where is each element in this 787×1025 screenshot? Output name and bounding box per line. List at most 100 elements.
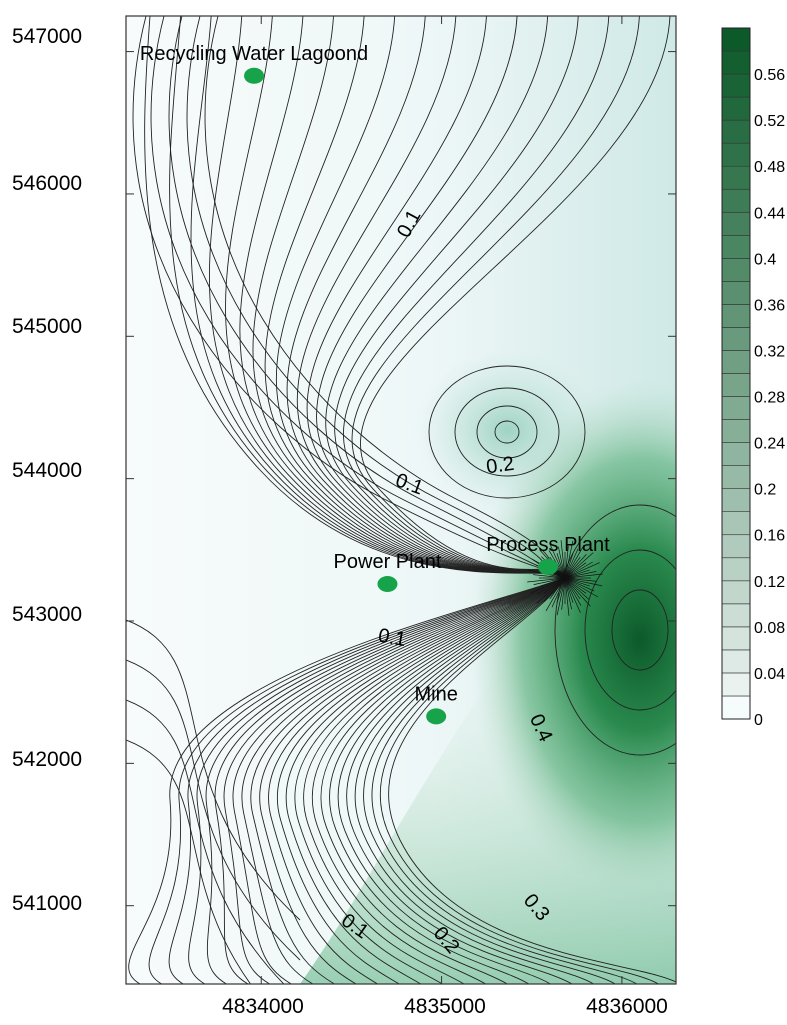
contour-fan-line <box>543 577 566 594</box>
contour-line <box>250 577 566 984</box>
sites: Recycling Water Lagoond Power Plant Proces… <box>140 43 610 725</box>
contour-line <box>354 577 594 984</box>
colorbar-tick-label: 0.56 <box>754 67 785 84</box>
colorbar-tick-label: 0.12 <box>754 574 785 591</box>
colorbar-tick-label: 0.16 <box>754 528 785 545</box>
contour-line <box>476 405 538 459</box>
tick-marks <box>126 16 676 984</box>
contour-fan-line <box>564 577 595 592</box>
contour-fan-line <box>564 548 579 579</box>
colorbar-swatch <box>721 672 751 697</box>
contour-fan-line <box>564 577 582 606</box>
x-tick-label: 4835000 <box>404 995 486 1018</box>
y-tick-label: 542000 <box>12 748 82 771</box>
contour-fan-line <box>540 577 566 587</box>
contour-fan-line <box>527 577 566 583</box>
site-label: Mine <box>414 683 457 705</box>
contour-fan-line <box>564 573 603 579</box>
contour-fan-line <box>558 546 566 579</box>
contour-line <box>168 16 566 579</box>
site-marker <box>377 575 398 592</box>
plot-frame <box>125 15 677 985</box>
contour-line <box>428 365 586 499</box>
field-depression <box>470 380 676 900</box>
contour-line <box>380 577 659 984</box>
colorbar-tick-label: 0.04 <box>754 666 785 683</box>
contour-fan-line <box>564 569 590 579</box>
contour-fan-line <box>556 577 566 603</box>
contour-line <box>259 577 566 984</box>
contour-line <box>611 589 669 671</box>
contour-line <box>232 577 566 984</box>
contour-line <box>214 577 566 984</box>
colorbar-tick-label: 0.08 <box>754 620 785 637</box>
site-label: Process Plant <box>486 534 610 556</box>
contour-fan-line <box>537 577 566 595</box>
contour-fan-line <box>564 571 597 579</box>
contour-line <box>388 577 676 983</box>
colorbar-tick-label: 0.4 <box>754 251 776 268</box>
contour-fan-line <box>556 577 566 616</box>
colorbar-frame <box>721 27 751 720</box>
contour-line <box>454 387 560 477</box>
colorbar-tick-label: 0.48 <box>754 159 785 176</box>
y-tick-label: 546000 <box>12 172 82 195</box>
y-tick-label: 544000 <box>12 459 82 482</box>
contour-line <box>294 577 566 984</box>
y-tick-label: 547000 <box>12 25 82 48</box>
contour-fan-line <box>564 577 572 610</box>
contour-fan-line <box>530 577 566 594</box>
contour-fan-line <box>564 556 581 579</box>
y-tick-label: 545000 <box>12 315 82 338</box>
y-tick-label: 541000 <box>12 892 82 915</box>
contour-line <box>132 16 566 579</box>
colorbar-swatch <box>721 235 751 259</box>
colorbar-tick-label: 0.32 <box>754 343 785 360</box>
contour-line <box>346 577 573 984</box>
colorbar-swatch <box>721 419 751 443</box>
contour-line <box>126 619 301 921</box>
colorbar-tick-label: 0.36 <box>754 297 785 314</box>
colorbar-swatch <box>721 580 751 605</box>
contour-fan-line <box>564 577 597 582</box>
contour-fan-line <box>533 574 566 579</box>
contour-fan-line <box>549 577 566 600</box>
contour-fan-line <box>560 540 566 579</box>
colorbar-swatch <box>721 165 751 190</box>
contour-fan-line <box>564 577 581 600</box>
colorbar-swatch <box>721 281 751 305</box>
colorbar-swatch <box>721 488 751 512</box>
contour-fan-line <box>564 553 587 579</box>
colorbar-tick-label: 0.28 <box>754 390 785 407</box>
site-label: Power Plant <box>334 551 442 573</box>
contour-line <box>285 577 566 984</box>
contour-fan-line <box>564 540 574 579</box>
contour-fan-line <box>564 561 593 579</box>
colorbar-swatch <box>721 465 751 489</box>
contour-line <box>311 577 566 984</box>
x-tick-label: 4834000 <box>222 995 304 1018</box>
contour-fan-line <box>551 577 566 608</box>
contour-fan-line <box>564 577 587 594</box>
contour-fan-line <box>564 577 603 587</box>
contour-line <box>126 659 301 961</box>
contour-line <box>241 577 566 984</box>
contour-fan-line <box>533 577 566 585</box>
colorbar-tick-label: 0 <box>754 712 763 729</box>
contour-line <box>150 16 566 579</box>
colorbar-swatch <box>721 304 751 328</box>
colorbar-swatch <box>721 557 751 582</box>
contour-fan-line <box>564 577 581 613</box>
contour-fan-line <box>564 577 599 598</box>
contour-value-label: 0.1 <box>377 625 408 651</box>
contour-fan-line <box>564 562 600 579</box>
contour-fan-line <box>564 577 570 616</box>
colorbar-swatch <box>721 511 751 536</box>
colorbar-tick-label: 0.44 <box>754 205 785 222</box>
colorbar-legend: 0 0.04 0.08 0.12 0.16 0.2 0.24 0.28 0.32 0.36 0.4 0… <box>721 27 785 729</box>
contour-line <box>188 577 566 984</box>
colorbar-swatch <box>721 649 751 674</box>
contour-line <box>494 420 520 444</box>
y-tick-label: 543000 <box>12 603 82 626</box>
colorbar-swatch <box>721 603 751 628</box>
